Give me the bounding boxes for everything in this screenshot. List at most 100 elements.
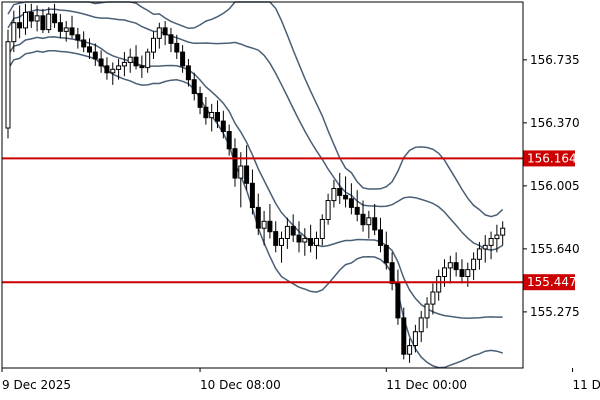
bull-candle	[325, 200, 331, 220]
bear-candle	[133, 56, 139, 67]
bull-candle	[127, 56, 133, 63]
bull-candle	[442, 267, 447, 277]
upper-band-inner	[7, 8, 504, 251]
bear-candle	[232, 148, 238, 179]
bull-candle	[63, 27, 69, 32]
bull-candle	[494, 234, 500, 240]
y-tick-label: 156.370	[530, 116, 580, 130]
bear-candle	[244, 165, 250, 184]
bear-candle	[185, 65, 191, 81]
bear-candle	[139, 65, 145, 69]
bear-candle	[459, 269, 465, 278]
bull-candle	[34, 15, 40, 22]
bear-candle	[343, 194, 349, 200]
x-tick-label: 9 Dec 2025	[2, 378, 71, 392]
bear-candle	[255, 206, 261, 229]
level-price-label: 155.447	[527, 275, 577, 289]
bear-candle	[52, 13, 58, 24]
bull-candle	[412, 331, 418, 347]
bear-candle	[92, 51, 98, 60]
bull-candle	[284, 225, 290, 239]
bull-candle	[436, 276, 442, 293]
lower-band-outer	[7, 49, 503, 369]
bull-candle	[11, 22, 17, 43]
bull-candle	[110, 68, 116, 74]
y-axis: 155.275 155.640 156.005 156.370 156.735	[523, 53, 580, 319]
y-tick-label: 156.005	[530, 179, 580, 193]
bear-candle	[75, 34, 81, 41]
bull-candle	[418, 317, 424, 333]
bear-candle	[174, 42, 180, 53]
bear-candle	[81, 39, 87, 48]
bull-candle	[46, 13, 52, 31]
bear-candle	[378, 229, 383, 246]
bear-candle	[69, 27, 75, 36]
bear-candle	[348, 198, 354, 208]
bull-candle	[471, 258, 477, 271]
bear-candle	[453, 262, 459, 271]
bear-candle	[40, 15, 46, 31]
bear-candle	[57, 22, 63, 32]
bull-candle	[116, 65, 122, 70]
y-tick-label: 156.735	[530, 53, 580, 67]
bull-candle	[488, 238, 494, 246]
bull-candle	[366, 217, 372, 226]
bear-candle	[296, 234, 302, 243]
bull-candle	[482, 244, 488, 250]
plot-frame	[1, 1, 524, 369]
bull-candle	[302, 238, 308, 243]
bull-candle	[145, 51, 151, 69]
x-tick-label: 10 Dec 08:00	[200, 378, 281, 392]
lower-band-inner	[7, 36, 503, 319]
y-tick-label: 155.275	[530, 305, 580, 319]
bear-candle	[98, 58, 104, 67]
bull-candle	[331, 188, 337, 202]
bull-candle	[424, 303, 430, 319]
bull-candle	[500, 227, 506, 236]
x-axis: 9 Dec 2025 10 Dec 08:00 11 Dec 00:00 11 Dec…	[1, 368, 600, 392]
bull-candle	[121, 61, 127, 67]
bear-candle	[354, 206, 360, 215]
bull-candle	[156, 27, 162, 39]
bull-candle	[447, 262, 453, 269]
bull-candle	[319, 219, 325, 239]
bear-candle	[383, 244, 389, 264]
bull-candle	[23, 11, 28, 29]
bear-candle	[372, 217, 378, 231]
bear-candle	[249, 182, 255, 209]
bull-candle	[5, 41, 11, 129]
y-tick-label: 155.640	[530, 242, 580, 256]
bear-candle	[191, 79, 197, 94]
bear-candle	[290, 225, 296, 236]
bear-candle	[162, 27, 168, 36]
bull-candle	[314, 238, 319, 246]
x-tick-label: 11 Dec 00:00	[386, 378, 467, 392]
bear-candle	[28, 11, 34, 22]
bear-candle	[17, 22, 23, 29]
bear-candle	[226, 131, 232, 150]
bear-candle	[360, 213, 366, 226]
bear-candle	[401, 317, 407, 355]
bear-candle	[87, 46, 92, 53]
bear-candle	[389, 262, 395, 284]
x-tick-label: 11 Dec 16:00	[573, 378, 600, 392]
level-price-label: 156.164	[527, 151, 577, 165]
bull-candle	[430, 291, 436, 305]
bull-candle	[261, 220, 267, 229]
bear-candle	[308, 238, 314, 246]
bear-candle	[197, 93, 203, 108]
bear-candle	[337, 188, 343, 196]
bear-candle	[104, 65, 110, 74]
bear-candle	[168, 34, 174, 44]
bull-candle	[238, 165, 244, 179]
bear-candle	[267, 220, 273, 233]
level-price-tag	[523, 274, 575, 291]
bear-candle	[215, 112, 220, 122]
bull-candle	[209, 112, 215, 119]
bear-candle	[273, 231, 279, 246]
bull-candle	[151, 37, 156, 53]
candlesticks	[5, 3, 506, 363]
bull-candle	[465, 269, 471, 278]
